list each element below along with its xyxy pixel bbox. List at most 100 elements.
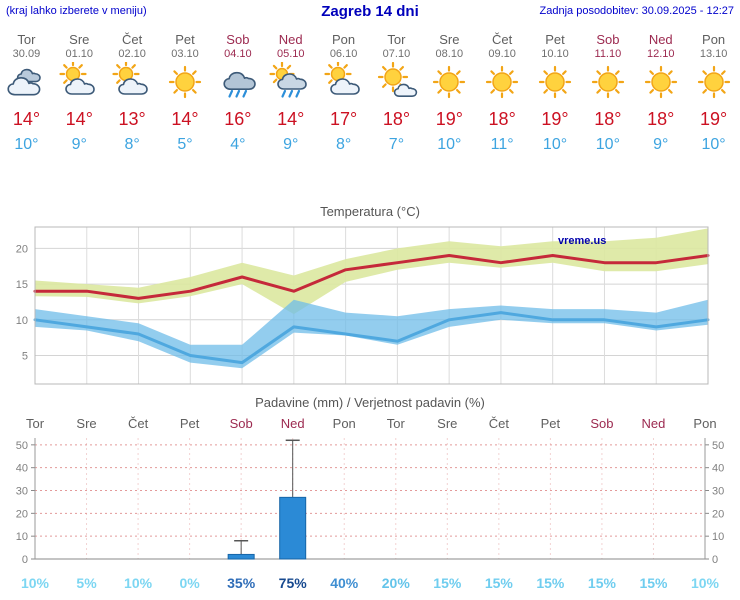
precip-probability: 5% — [76, 575, 97, 591]
precip-day-label: Pet — [540, 416, 561, 431]
day-high-temp: 19° — [435, 109, 463, 129]
svg-text:10: 10 — [16, 315, 28, 327]
day-high-temp: 18° — [647, 109, 675, 129]
day-column: Čet 09.10 18° 11° — [476, 26, 529, 172]
day-low-temp: 10° — [542, 136, 568, 153]
sunny-icon — [634, 62, 687, 108]
day-low-temp: 5° — [177, 136, 193, 153]
day-column: Ned 05.10 14° 9° — [264, 26, 317, 172]
svg-text:40: 40 — [712, 463, 724, 475]
menu-hint: (kraj lahko izberete v meniju) — [6, 5, 147, 17]
precip-day-label: Ned — [641, 416, 666, 431]
temperature-chart: 5 10 15 20 — [16, 226, 710, 385]
precip-day-label: Pon — [332, 416, 356, 431]
day-name: Ned — [278, 32, 303, 47]
day-high-temp: 19° — [699, 109, 728, 129]
last-update: Zadnja posodobitev: 30.09.2025 - 12:27 — [539, 5, 734, 17]
day-low-temp: 8° — [124, 136, 140, 153]
cloudy-icon — [0, 62, 53, 108]
partly-cloudy-icon — [53, 62, 106, 108]
svg-text:0: 0 — [22, 554, 28, 566]
precip-probability: 15% — [484, 575, 513, 591]
rain-icon — [211, 62, 264, 108]
day-column: Sob 11.10 18° 10° — [581, 26, 634, 172]
day-high-temp: 18° — [488, 109, 516, 129]
day-low-temp: 10° — [14, 136, 39, 153]
precip-day-label: Sob — [590, 416, 614, 431]
day-name: Čet — [492, 32, 513, 47]
precip-day-label: Sre — [76, 416, 97, 431]
day-name: Sre — [69, 32, 90, 47]
day-low-temp: 9° — [283, 136, 299, 153]
day-low-temp: 7° — [388, 136, 405, 153]
day-high-temp: 14° — [12, 109, 41, 129]
day-low-temp: 9° — [71, 136, 87, 153]
day-column: Pet 03.10 14° 5° — [159, 26, 212, 172]
svg-text:15: 15 — [16, 279, 28, 291]
day-date: 05.10 — [276, 48, 305, 60]
svg-text:0: 0 — [712, 554, 718, 566]
day-date: 10.10 — [541, 48, 569, 60]
day-low-temp: 10° — [437, 136, 462, 153]
day-column: Sre 08.10 19° 10° — [423, 26, 476, 172]
precip-probability: 15% — [433, 575, 462, 591]
precip-day-label: Sre — [437, 416, 458, 431]
day-low-temp: 8° — [335, 136, 352, 153]
precip-day-label: Ned — [280, 416, 305, 431]
day-date: 12.10 — [646, 48, 675, 60]
precip-probability: 10% — [20, 575, 50, 591]
day-column: Ned 12.10 18° 9° — [634, 26, 687, 172]
sunny-icon — [423, 62, 476, 108]
day-column: Pon 13.10 19° 10° — [687, 26, 740, 172]
precip-probability: 35% — [227, 575, 256, 591]
temperature-chart-title: Temperatura (°C) — [320, 204, 420, 219]
svg-text:20: 20 — [16, 508, 28, 520]
day-date: 11.10 — [594, 48, 622, 60]
day-name: Sob — [226, 32, 250, 47]
day-name: Tor — [17, 32, 36, 47]
precip-day-label: Čet — [488, 416, 509, 431]
day-column: Pet 10.10 19° 10° — [529, 26, 582, 172]
precipitation-chart: 0 0 10 10 20 20 30 30 40 40 50 50 — [16, 438, 724, 566]
sunny-icon — [476, 62, 529, 108]
day-high-temp: 18° — [382, 109, 411, 129]
day-date: 30.09 — [12, 48, 41, 60]
day-date: 06.10 — [329, 48, 358, 60]
precip-probability: 10% — [124, 575, 153, 591]
forecast-strip: Tor 30.09 14° 10° Sre 01.10 14° 9° Čet 02.10 13° 8°… — [0, 26, 740, 172]
precipitation-chart-block: Padavine (mm) / Verjetnost padavin (%) T… — [0, 395, 740, 592]
day-high-temp: 14° — [277, 109, 305, 129]
day-date: 07.10 — [382, 48, 411, 60]
precip-probability: 20% — [381, 575, 410, 591]
precip-probability-row: 10% 5% 10% 0% 35% 75% 40% 20% 15% 15% 15% 15% 15% 10% — [0, 575, 740, 592]
day-low-temp: 10° — [595, 136, 620, 153]
day-column: Tor 07.10 18° 7° — [370, 26, 423, 172]
precip-day-labels-row: Tor Sre Čet Pet Sob Ned Pon Tor Sre Čet Pet Sob Ned P… — [0, 416, 740, 433]
temperature-chart-block: Temperatura (°C) 5 10 15 20 vreme.us — [0, 204, 740, 391]
watermark: vreme.us — [558, 235, 607, 247]
mostly-sunny-icon — [370, 62, 423, 108]
precipitation-chart-title: Padavine (mm) / Verjetnost padavin (%) — [255, 395, 485, 410]
svg-text:50: 50 — [16, 440, 28, 452]
day-name: Čet — [122, 32, 143, 47]
day-low-temp: 11° — [490, 136, 514, 153]
day-name: Pet — [175, 32, 195, 47]
sunny-icon — [159, 62, 212, 108]
precip-probability: 75% — [278, 575, 307, 591]
precip-probability: 40% — [330, 575, 359, 591]
svg-text:20: 20 — [712, 508, 724, 520]
day-low-temp: 9° — [653, 136, 669, 153]
precip-probability: 15% — [536, 575, 565, 591]
sun-rain-icon — [264, 62, 317, 108]
day-name: Ned — [648, 32, 673, 47]
page-title: Zagreb 14 dni — [321, 3, 419, 20]
day-date: 02.10 — [118, 48, 146, 60]
svg-text:30: 30 — [712, 486, 724, 498]
day-high-temp: 17° — [329, 109, 358, 129]
day-high-temp: 16° — [224, 109, 252, 129]
sunny-icon — [581, 62, 634, 108]
day-high-temp: 19° — [541, 109, 569, 129]
day-column: Sob 04.10 16° 4° — [211, 26, 264, 172]
svg-text:10: 10 — [16, 531, 28, 543]
top-bar: (kraj lahko izberete v meniju) Zagreb 14… — [0, 0, 740, 26]
